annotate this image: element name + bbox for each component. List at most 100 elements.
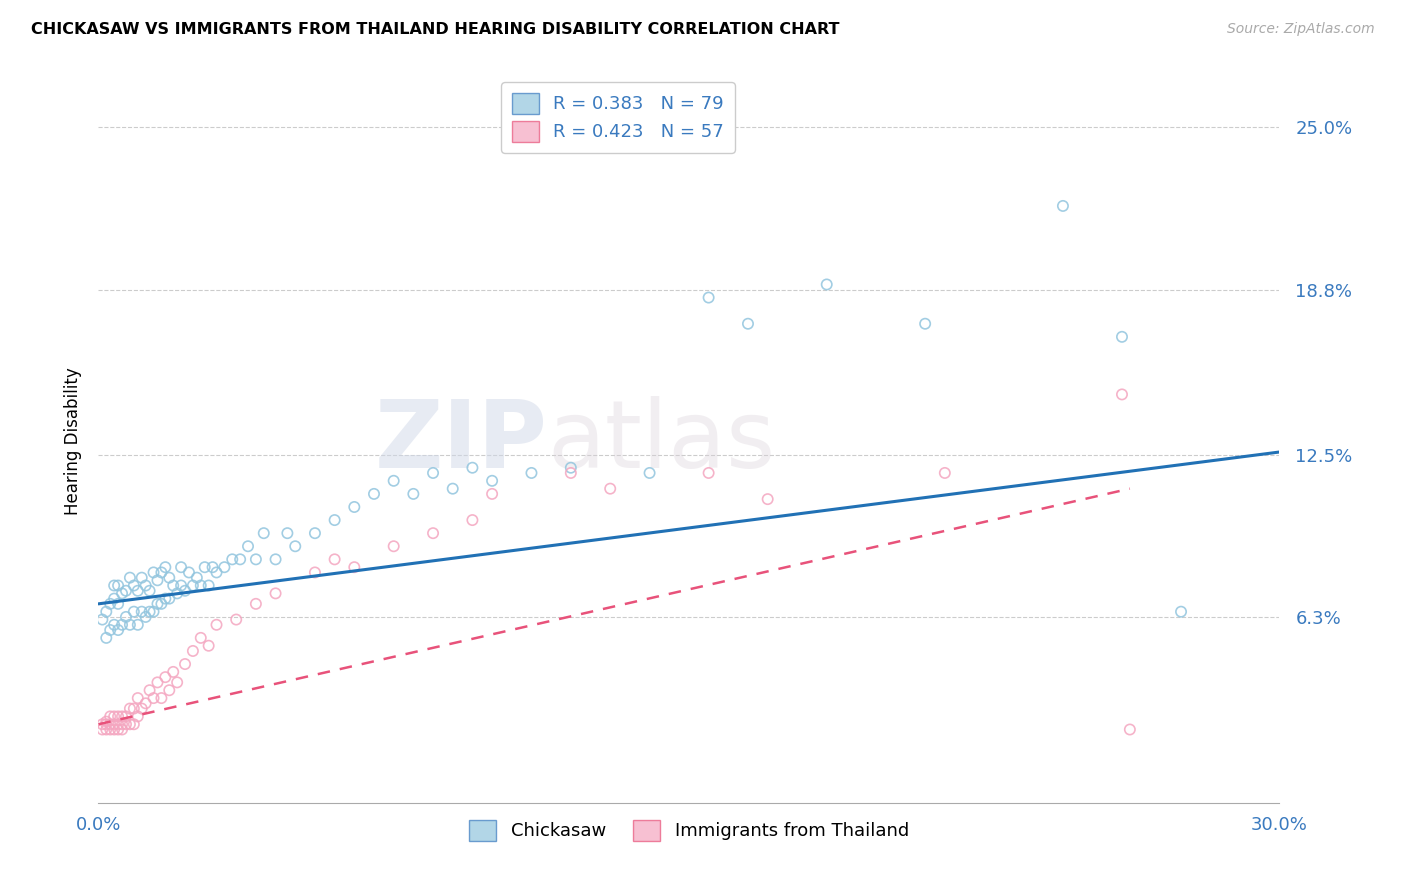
Point xyxy=(127,617,149,632)
Point xyxy=(284,539,307,553)
Point xyxy=(115,717,138,731)
Point xyxy=(914,317,936,331)
Point xyxy=(107,723,129,737)
Point xyxy=(150,566,173,580)
Point xyxy=(107,578,129,592)
Point xyxy=(122,578,145,592)
Point xyxy=(98,709,121,723)
Point xyxy=(111,709,134,723)
Point xyxy=(135,578,157,592)
Point xyxy=(323,513,346,527)
Point xyxy=(127,691,149,706)
Point xyxy=(115,709,138,723)
Point xyxy=(111,617,134,632)
Point xyxy=(197,578,219,592)
Point xyxy=(815,277,838,292)
Point xyxy=(181,578,204,592)
Point xyxy=(103,617,125,632)
Point xyxy=(276,526,298,541)
Point xyxy=(170,560,193,574)
Point xyxy=(127,583,149,598)
Point xyxy=(131,701,153,715)
Point xyxy=(177,566,200,580)
Point xyxy=(236,539,259,553)
Point xyxy=(194,560,217,574)
Point xyxy=(107,597,129,611)
Point xyxy=(225,613,247,627)
Point xyxy=(118,571,141,585)
Point xyxy=(599,482,621,496)
Point xyxy=(96,605,118,619)
Point xyxy=(135,610,157,624)
Point xyxy=(170,578,193,592)
Point xyxy=(166,675,188,690)
Point xyxy=(98,597,121,611)
Point xyxy=(1119,723,1142,737)
Point xyxy=(142,691,165,706)
Point xyxy=(103,723,125,737)
Point xyxy=(737,317,759,331)
Point xyxy=(190,631,212,645)
Point xyxy=(138,683,160,698)
Point xyxy=(402,487,425,501)
Point xyxy=(205,566,228,580)
Point xyxy=(157,591,180,606)
Point xyxy=(111,586,134,600)
Point xyxy=(1111,330,1133,344)
Point xyxy=(98,723,121,737)
Point xyxy=(96,714,118,729)
Point xyxy=(245,552,267,566)
Point xyxy=(96,631,118,645)
Point xyxy=(343,560,366,574)
Point xyxy=(422,526,444,541)
Point xyxy=(131,605,153,619)
Point xyxy=(481,487,503,501)
Point xyxy=(264,552,287,566)
Point xyxy=(162,665,184,679)
Point xyxy=(461,513,484,527)
Point xyxy=(174,583,197,598)
Text: CHICKASAW VS IMMIGRANTS FROM THAILAND HEARING DISABILITY CORRELATION CHART: CHICKASAW VS IMMIGRANTS FROM THAILAND HE… xyxy=(31,22,839,37)
Point xyxy=(229,552,252,566)
Point xyxy=(162,578,184,592)
Point xyxy=(214,560,236,574)
Point xyxy=(122,605,145,619)
Point xyxy=(115,610,138,624)
Point xyxy=(98,623,121,637)
Point xyxy=(245,597,267,611)
Point xyxy=(155,560,177,574)
Point xyxy=(142,605,165,619)
Point xyxy=(118,717,141,731)
Point xyxy=(382,539,405,553)
Point xyxy=(91,613,114,627)
Point xyxy=(103,709,125,723)
Point xyxy=(205,617,228,632)
Point xyxy=(142,566,165,580)
Point xyxy=(304,526,326,541)
Point xyxy=(138,583,160,598)
Point xyxy=(520,466,543,480)
Point xyxy=(304,566,326,580)
Point xyxy=(107,717,129,731)
Point xyxy=(155,591,177,606)
Point xyxy=(363,487,385,501)
Point xyxy=(103,578,125,592)
Point xyxy=(96,717,118,731)
Point xyxy=(150,691,173,706)
Point xyxy=(264,586,287,600)
Point xyxy=(1170,605,1192,619)
Point xyxy=(186,571,208,585)
Point xyxy=(560,466,582,480)
Point xyxy=(103,591,125,606)
Legend: Chickasaw, Immigrants from Thailand: Chickasaw, Immigrants from Thailand xyxy=(463,813,915,848)
Point xyxy=(197,639,219,653)
Point xyxy=(323,552,346,566)
Point xyxy=(560,460,582,475)
Point xyxy=(422,466,444,480)
Point xyxy=(181,644,204,658)
Point xyxy=(122,717,145,731)
Point xyxy=(756,492,779,507)
Point xyxy=(166,586,188,600)
Point xyxy=(111,717,134,731)
Point xyxy=(91,717,114,731)
